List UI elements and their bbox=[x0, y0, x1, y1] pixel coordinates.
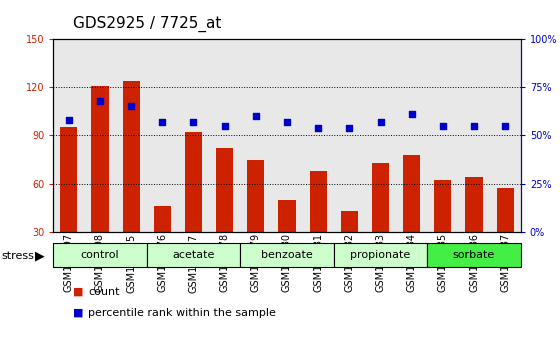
Point bbox=[220, 123, 229, 129]
FancyBboxPatch shape bbox=[427, 243, 521, 267]
Bar bbox=[60, 127, 77, 280]
Bar bbox=[154, 206, 171, 280]
Point bbox=[407, 112, 416, 117]
Point bbox=[158, 119, 167, 125]
Bar bbox=[278, 200, 296, 280]
Point bbox=[282, 119, 291, 125]
Point bbox=[127, 104, 136, 109]
Bar bbox=[341, 211, 358, 280]
Bar bbox=[310, 171, 326, 280]
Text: ■: ■ bbox=[73, 287, 83, 297]
Point bbox=[376, 119, 385, 125]
Text: ▶: ▶ bbox=[35, 249, 44, 262]
Point bbox=[251, 113, 260, 119]
FancyBboxPatch shape bbox=[147, 243, 240, 267]
Point bbox=[314, 125, 323, 131]
Point bbox=[345, 125, 354, 131]
Text: count: count bbox=[88, 287, 120, 297]
Text: control: control bbox=[81, 250, 119, 260]
Text: acetate: acetate bbox=[172, 250, 214, 260]
Bar bbox=[248, 160, 264, 280]
Text: percentile rank within the sample: percentile rank within the sample bbox=[88, 308, 276, 318]
FancyBboxPatch shape bbox=[240, 243, 334, 267]
Bar bbox=[403, 155, 420, 280]
Text: stress: stress bbox=[1, 251, 34, 261]
Point bbox=[438, 123, 447, 129]
FancyBboxPatch shape bbox=[53, 243, 147, 267]
Point bbox=[95, 98, 104, 103]
Bar bbox=[185, 132, 202, 280]
Bar bbox=[123, 81, 139, 280]
Text: propionate: propionate bbox=[351, 250, 410, 260]
Bar bbox=[465, 177, 483, 280]
Bar bbox=[435, 181, 451, 280]
Bar bbox=[372, 163, 389, 280]
Text: GDS2925 / 7725_at: GDS2925 / 7725_at bbox=[73, 16, 221, 32]
Text: sorbate: sorbate bbox=[453, 250, 495, 260]
Point bbox=[469, 123, 478, 129]
Bar bbox=[91, 86, 109, 280]
Text: benzoate: benzoate bbox=[261, 250, 313, 260]
Point bbox=[189, 119, 198, 125]
Point bbox=[64, 117, 73, 123]
Point bbox=[501, 123, 510, 129]
Bar bbox=[216, 148, 233, 280]
Text: ■: ■ bbox=[73, 308, 83, 318]
FancyBboxPatch shape bbox=[334, 243, 427, 267]
Bar bbox=[497, 188, 514, 280]
